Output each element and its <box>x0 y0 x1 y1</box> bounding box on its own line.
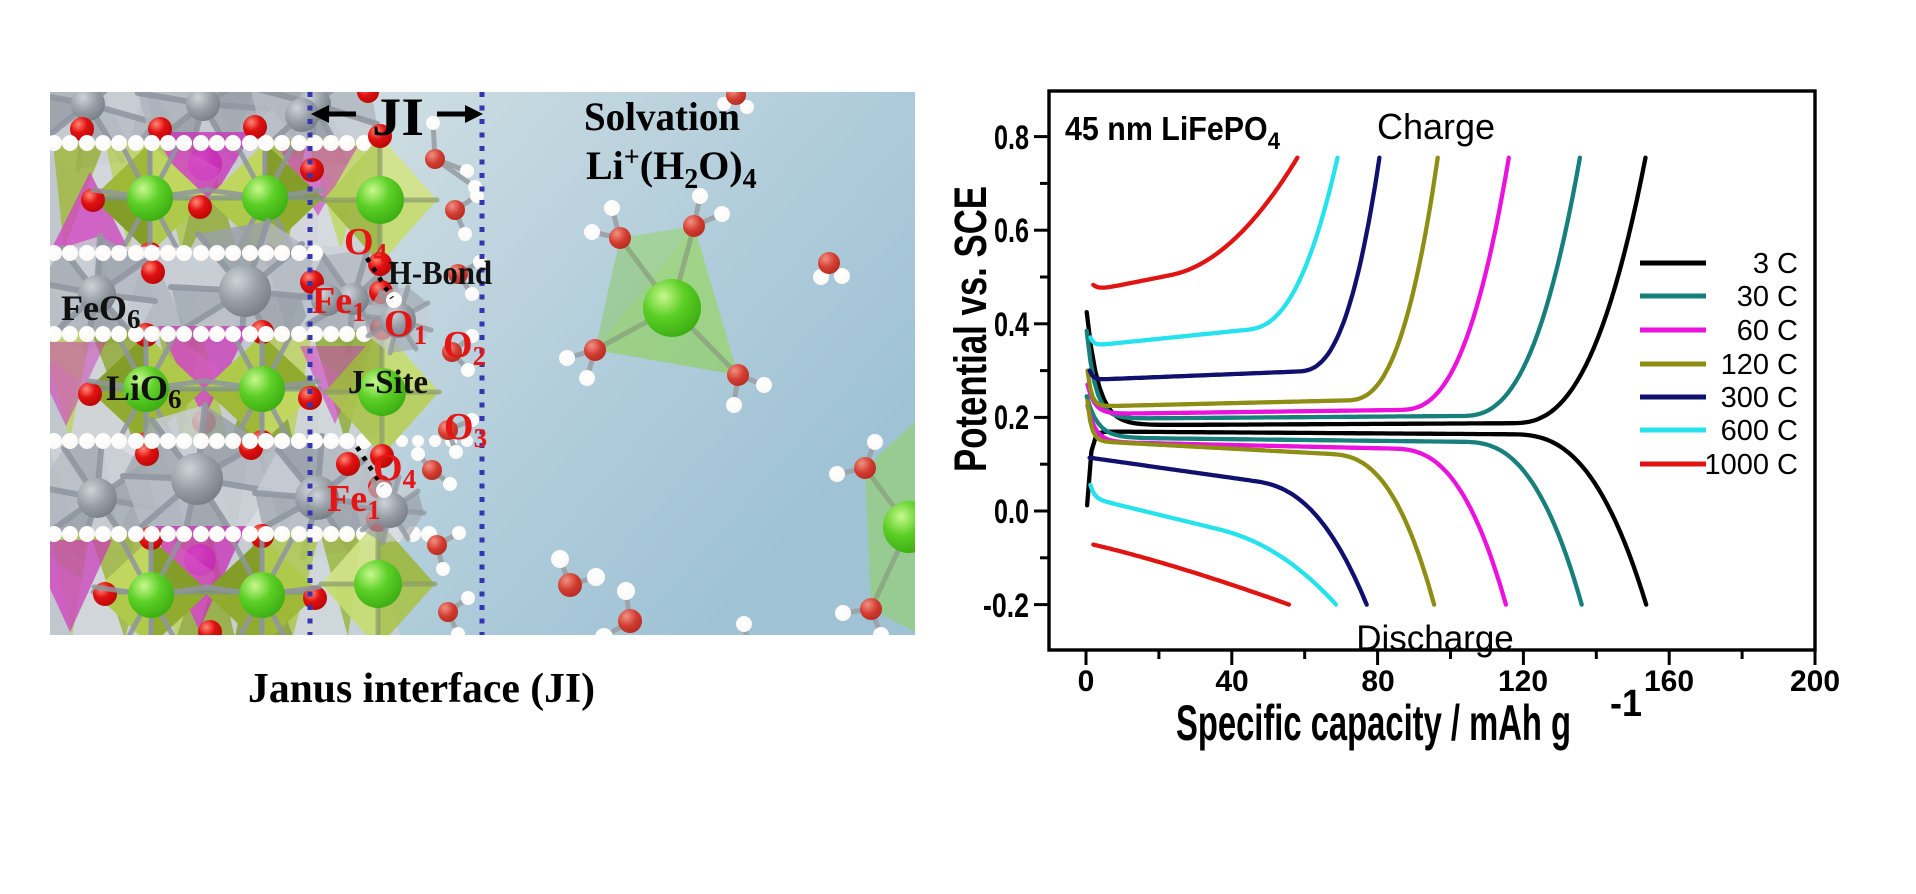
svg-text:60 C: 60 C <box>1737 315 1798 347</box>
svg-text:JI: JI <box>372 87 424 147</box>
svg-text:30 C: 30 C <box>1737 281 1798 313</box>
svg-text:120 C: 120 C <box>1721 349 1798 381</box>
svg-text:600 C: 600 C <box>1721 415 1798 447</box>
svg-text:Discharge: Discharge <box>1356 619 1514 658</box>
svg-text:-0.2: -0.2 <box>983 587 1029 625</box>
svg-text:Solvation: Solvation <box>584 94 740 139</box>
svg-text:Charge: Charge <box>1377 106 1495 147</box>
svg-text:J-Site: J-Site <box>348 364 428 401</box>
svg-text:Janus interface (JI): Janus interface (JI) <box>248 666 595 712</box>
svg-text:H-Bond: H-Bond <box>388 255 492 292</box>
svg-text:120: 120 <box>1498 665 1548 698</box>
svg-text:200: 200 <box>1790 665 1840 698</box>
svg-text:3 C: 3 C <box>1753 248 1798 280</box>
svg-text:Li+(H2O)4: Li+(H2O)4 <box>586 142 757 195</box>
svg-text:Potential vs. SCE: Potential vs. SCE <box>945 186 996 472</box>
svg-text:0.8: 0.8 <box>994 119 1029 157</box>
svg-text:0.2: 0.2 <box>994 399 1029 437</box>
svg-text:40: 40 <box>1215 665 1248 698</box>
svg-text:0.0: 0.0 <box>994 493 1029 531</box>
svg-text:80: 80 <box>1361 665 1394 698</box>
svg-text:Specific capacity / mAh g: Specific capacity / mAh g <box>1176 695 1571 751</box>
svg-text:0: 0 <box>1078 665 1095 698</box>
svg-text:0.4: 0.4 <box>994 306 1029 344</box>
svg-text:0.6: 0.6 <box>994 212 1029 250</box>
svg-text:-1: -1 <box>1610 683 1642 725</box>
svg-text:1000 C: 1000 C <box>1704 449 1798 481</box>
svg-text:300 C: 300 C <box>1721 382 1798 414</box>
svg-text:160: 160 <box>1644 665 1694 698</box>
svg-text:LiO6: LiO6 <box>106 368 182 414</box>
svg-text:O3: O3 <box>444 406 487 453</box>
